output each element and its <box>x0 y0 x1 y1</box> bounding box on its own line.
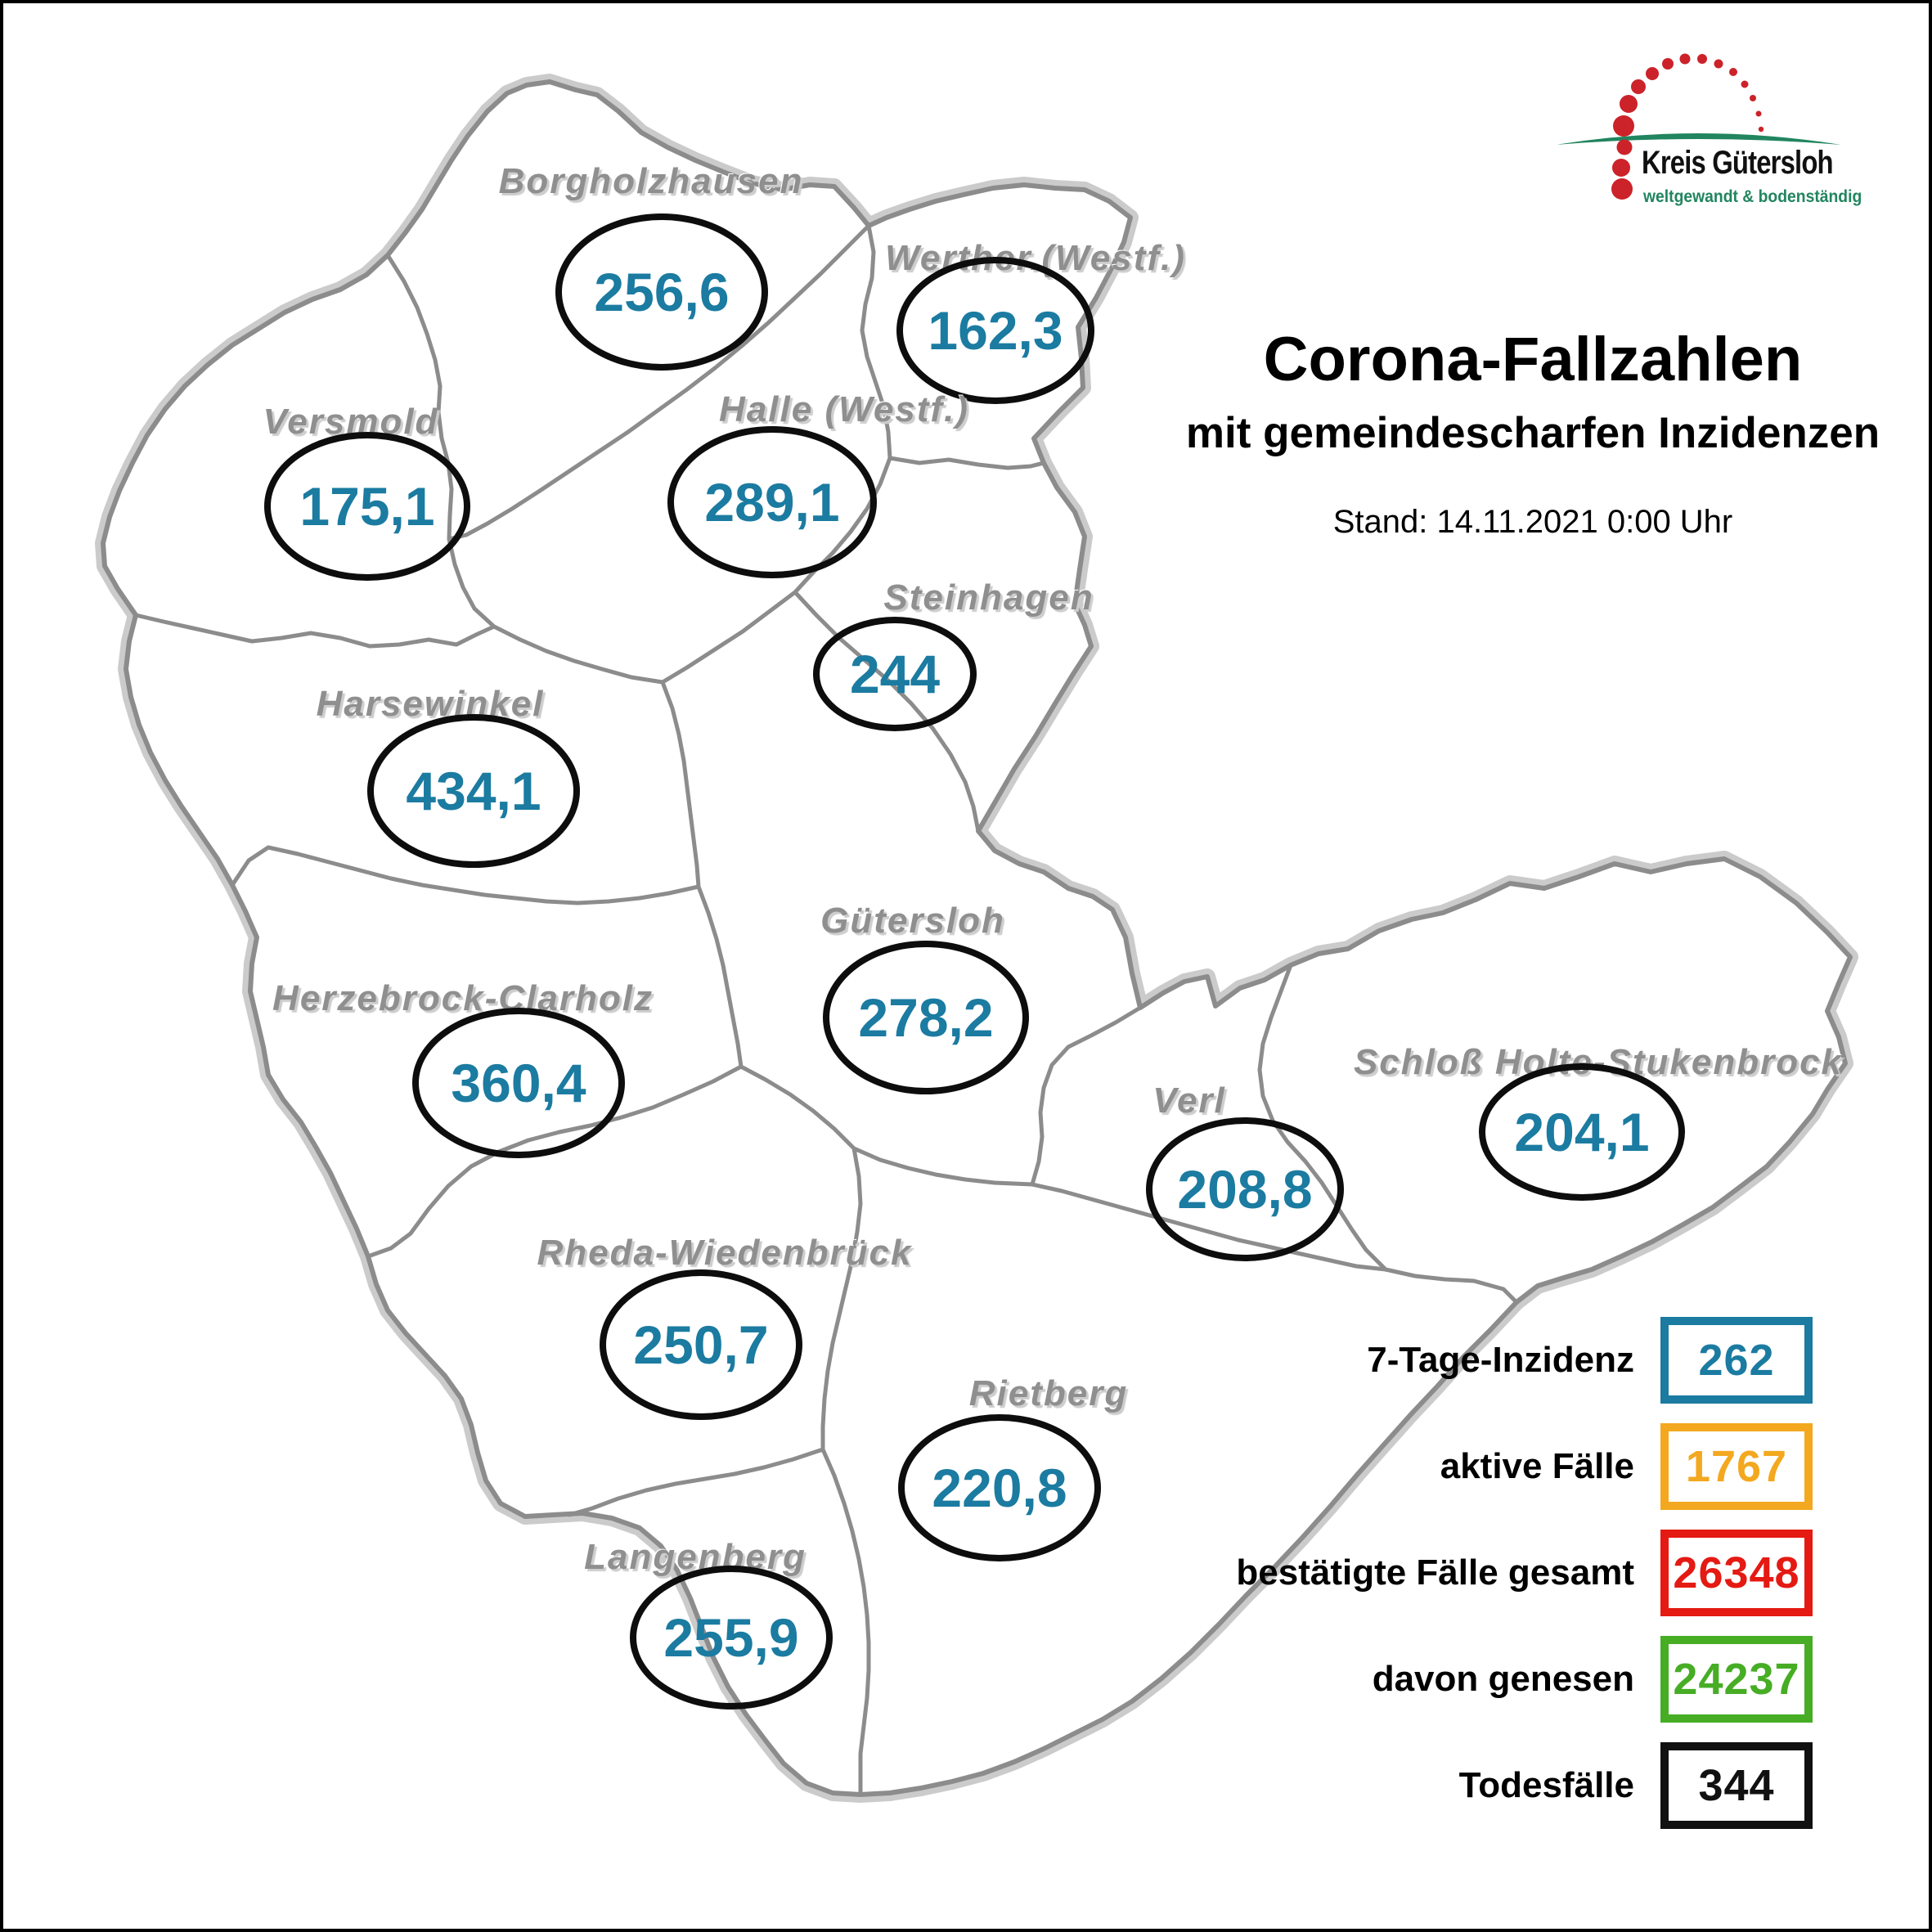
municipality-name: Borgholzhausen <box>498 161 804 201</box>
incidence-ellipse: 208,8 <box>1146 1117 1344 1261</box>
legend-value-box: 26348 <box>1660 1530 1813 1616</box>
legend-value: 344 <box>1698 1761 1775 1810</box>
incidence-value: 255,9 <box>663 1607 799 1668</box>
kreis-interior <box>103 82 1850 1795</box>
legend-label: Todesfälle <box>1458 1765 1634 1805</box>
incidence-value: 360,4 <box>451 1053 586 1113</box>
map-overlay: Borgholzhausen 256,6 Werther.(Westf.) 16… <box>3 3 1929 1929</box>
legend: 7-Tage-Inzidenz 262 aktive Fälle 1767 be… <box>1050 1317 1813 1849</box>
incidence-ellipse: 434,1 <box>367 714 580 868</box>
logo-name: Kreis Gütersloh <box>1642 145 1834 181</box>
page-title: Corona-Fallzahlen <box>1263 325 1803 394</box>
legend-label: aktive Fälle <box>1440 1446 1634 1486</box>
municipality-name: Gütersloh <box>820 901 1005 941</box>
incidence-ellipse: 175,1 <box>264 432 470 581</box>
legend-value: 26348 <box>1673 1548 1800 1597</box>
incidence-ellipse: 256,6 <box>555 213 768 371</box>
incidence-value: 244 <box>849 644 941 704</box>
incidence-value: 250,7 <box>633 1314 769 1375</box>
municipality-name: Rietberg <box>968 1373 1129 1413</box>
legend-value-box: 344 <box>1660 1742 1813 1829</box>
incidence-value: 175,1 <box>299 476 435 537</box>
kreis-guetersloh-logo: Kreis Gütersloh weltgewandt & bodenständ… <box>1537 48 1897 228</box>
legend-label: bestätigte Fälle gesamt <box>1236 1552 1634 1593</box>
legend-value: 1767 <box>1685 1442 1788 1491</box>
incidence-ellipse: 255,9 <box>630 1566 833 1710</box>
legend-row: Todesfälle 344 <box>1050 1742 1813 1829</box>
logo-graphic <box>1556 53 1841 200</box>
incidence-ellipse: 289,1 <box>667 426 877 578</box>
logo-red-dot-arc <box>1611 53 1764 200</box>
municipality-name: Halle (Westf.) <box>719 389 969 429</box>
incidence-value: 434,1 <box>406 761 541 821</box>
incidence-ellipse: 250,7 <box>600 1269 802 1420</box>
incidence-value: 289,1 <box>704 472 840 532</box>
status-timestamp: Stand: 14.11.2021 0:00 Uhr <box>1332 504 1733 540</box>
municipality-name: Rheda-Wiedenbrück <box>537 1233 913 1273</box>
legend-row: bestätigte Fälle gesamt 26348 <box>1050 1530 1813 1616</box>
municipality-name: Steinhagen <box>883 577 1094 618</box>
incidence-value: 220,8 <box>932 1458 1067 1518</box>
incidence-ellipse: 220,8 <box>898 1414 1101 1561</box>
kreis-outline <box>101 79 1853 1797</box>
municipality-name: Herzebrock-Clarholz <box>272 978 654 1018</box>
legend-value-box: 24237 <box>1660 1636 1813 1723</box>
legend-value: 262 <box>1698 1336 1775 1385</box>
page-subtitle: mit gemeindescharfen Inzidenzen <box>1185 409 1880 457</box>
incidence-ellipse: 360,4 <box>412 1008 625 1158</box>
legend-value-box: 262 <box>1660 1317 1813 1404</box>
header: Corona-Fallzahlen mit gemeindescharfen I… <box>1181 324 1885 541</box>
incidence-value: 278,2 <box>858 987 994 1048</box>
legend-label: davon genesen <box>1372 1659 1634 1699</box>
legend-value: 24237 <box>1673 1655 1800 1704</box>
incidence-ellipse: 278,2 <box>823 941 1029 1094</box>
municipality-name: Verl <box>1152 1081 1226 1121</box>
incidence-value: 256,6 <box>594 262 730 322</box>
logo-tagline: weltgewandt & bodenständig <box>1643 187 1862 206</box>
legend-value-box: 1767 <box>1660 1423 1813 1510</box>
incidence-value: 204,1 <box>1514 1102 1650 1162</box>
incidence-value: 162,3 <box>928 300 1063 361</box>
incidence-ellipse: 204,1 <box>1479 1063 1685 1201</box>
legend-label: 7-Tage-Inzidenz <box>1367 1340 1634 1380</box>
legend-row: davon genesen 24237 <box>1050 1636 1813 1723</box>
legend-row: 7-Tage-Inzidenz 262 <box>1050 1317 1813 1404</box>
logo-green-swoosh <box>1556 133 1841 145</box>
incidence-ellipse: 244 <box>813 617 977 731</box>
incidence-value: 208,8 <box>1177 1159 1313 1220</box>
legend-row: aktive Fälle 1767 <box>1050 1423 1813 1510</box>
incidence-ellipse: 162,3 <box>896 257 1094 404</box>
